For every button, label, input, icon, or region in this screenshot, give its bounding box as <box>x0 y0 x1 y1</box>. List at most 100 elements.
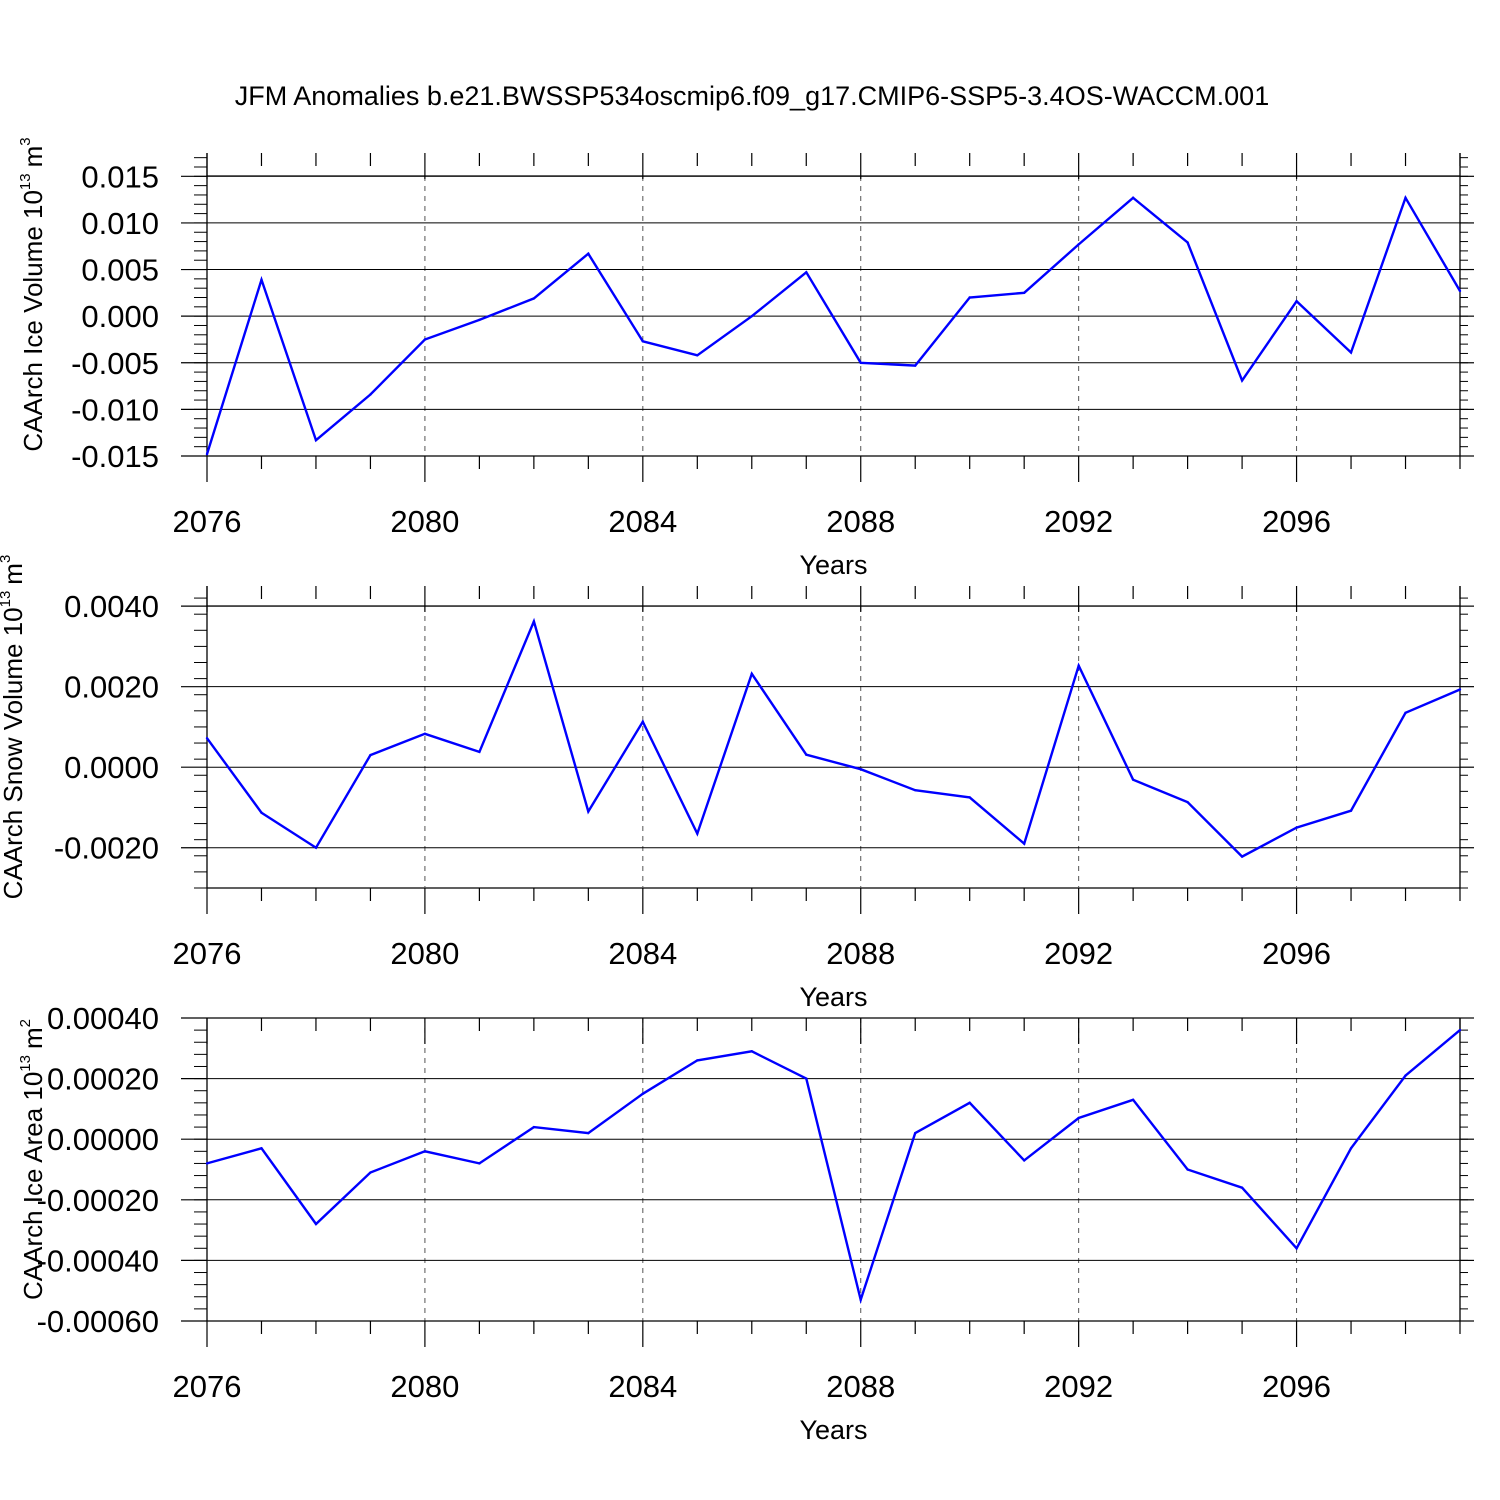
data-point <box>587 810 590 813</box>
x-tick-label: 2084 <box>608 1369 677 1404</box>
chart-panel-1: -0.015 -0.010 -0.005 0.000 0.005 0.010 0.015 20… <box>17 137 1474 580</box>
series-line <box>206 617 1461 859</box>
series-line <box>206 1029 1461 1305</box>
data-point <box>1349 351 1353 354</box>
x-tick-label: 2080 <box>390 504 459 539</box>
data-point <box>968 296 971 299</box>
x-tick-label: 2084 <box>608 936 677 971</box>
data-point <box>805 271 808 274</box>
chart-panel-2: -0.0020 0.0000 0.0020 0.0040 2076 2080 2084 208… <box>0 555 1474 1012</box>
data-point <box>1295 300 1298 303</box>
y-axis-label-text: CAArch Snow Volume 10 <box>0 607 28 899</box>
data-point <box>968 1101 971 1105</box>
x-tick-label: 2096 <box>1262 936 1331 971</box>
data-point <box>641 1092 645 1095</box>
data-point <box>260 1147 263 1150</box>
data-point <box>696 832 699 835</box>
x-tick-label: 2088 <box>826 1369 895 1404</box>
data-point <box>423 732 427 735</box>
y-tick-label: -0.015 <box>71 439 159 474</box>
y-axis-label: CAArch Ice Area 1013 m2 <box>17 1019 48 1300</box>
data-point <box>1295 826 1298 829</box>
data-point <box>1404 1074 1407 1077</box>
data-point <box>369 393 372 396</box>
data-point <box>205 1162 209 1165</box>
data-point <box>914 364 917 367</box>
y-tick-label: 0.0040 <box>64 589 159 624</box>
x-axis-label: Years <box>799 1415 867 1445</box>
data-point <box>1240 1186 1244 1189</box>
data-point <box>859 361 862 364</box>
y-axis-label-text: CAArch Ice Area 10 <box>18 1072 48 1300</box>
y-axis-label-unit: m <box>0 563 28 585</box>
data-point <box>1404 711 1407 715</box>
x-tick-label: 2092 <box>1044 504 1113 539</box>
y-tick-label: -0.00060 <box>37 1304 159 1339</box>
x-tick-label: 2076 <box>173 1369 242 1404</box>
data-point <box>696 1059 699 1062</box>
data-point <box>641 720 645 723</box>
y-axis-label-text: CAArch Ice Volume 10 <box>18 190 48 452</box>
y-tick-label: 0.00000 <box>47 1122 159 1157</box>
data-point <box>314 846 318 849</box>
data-point <box>369 753 372 757</box>
data-point <box>696 354 699 357</box>
data-point <box>1022 291 1026 295</box>
x-axis-label: Years <box>799 550 867 580</box>
y-axis-label-exponent: 13 <box>17 1055 34 1072</box>
data-point <box>805 753 808 756</box>
x-tick-label: 2088 <box>826 504 895 539</box>
y-tick-label: 0.005 <box>81 253 159 288</box>
y-axis-label-unit: m <box>18 146 48 168</box>
data-point <box>1458 289 1462 293</box>
data-point <box>914 788 917 792</box>
data-point <box>859 1298 862 1301</box>
y-axis-label: CAArch Snow Volume 1013 m3 <box>0 555 28 900</box>
data-point <box>914 1131 917 1135</box>
data-point <box>423 1150 427 1153</box>
data-point <box>260 811 263 814</box>
data-point <box>1240 855 1244 858</box>
x-axis-label: Years <box>799 982 867 1012</box>
series-line <box>205 194 1462 455</box>
data-point <box>1458 1028 1462 1032</box>
y-axis-label-exponent: 13 <box>0 591 14 608</box>
data-point <box>750 672 753 675</box>
data-point <box>532 620 536 623</box>
data-point <box>859 768 862 771</box>
data-point <box>1077 664 1080 667</box>
y-tick-label: -0.00040 <box>37 1243 159 1278</box>
y-tick-label: 0.0000 <box>64 750 159 785</box>
data-point <box>750 314 753 318</box>
y-tick-label: 0.00020 <box>47 1062 159 1097</box>
y-axis-label: CAArch Ice Volume 1013 m3 <box>17 137 48 451</box>
data-point <box>1458 688 1462 691</box>
data-point <box>1022 842 1026 845</box>
chart-panel-3: -0.00060 -0.00040 -0.00020 0.00000 0.00020 0.… <box>17 1001 1474 1445</box>
data-point <box>1077 1116 1080 1120</box>
data-point <box>968 796 971 799</box>
data-point <box>587 252 590 255</box>
data-point <box>314 1222 318 1226</box>
data-point <box>805 1077 808 1080</box>
x-tick-label: 2092 <box>1044 1369 1113 1404</box>
y-axis-label-unit-exponent: 2 <box>17 1019 34 1027</box>
y-tick-label: 0.010 <box>81 206 159 241</box>
data-point <box>532 297 536 300</box>
data-point <box>1022 1159 1026 1162</box>
y-tick-label: 0.015 <box>81 159 159 194</box>
data-point <box>423 338 427 341</box>
data-point <box>1186 1168 1189 1171</box>
x-tick-label: 2096 <box>1262 1369 1331 1404</box>
data-point <box>587 1131 590 1135</box>
data-point <box>205 737 209 740</box>
data-point <box>260 278 263 281</box>
x-tick-label: 2088 <box>826 936 895 971</box>
data-point <box>1240 379 1244 382</box>
figure-title: JFM Anomalies b.e21.BWSSP534oscmip6.f09_… <box>235 81 1269 111</box>
data-point <box>1404 196 1407 199</box>
data-point <box>478 1162 481 1165</box>
y-tick-label: -0.010 <box>71 392 159 427</box>
x-tick-label: 2080 <box>390 936 459 971</box>
